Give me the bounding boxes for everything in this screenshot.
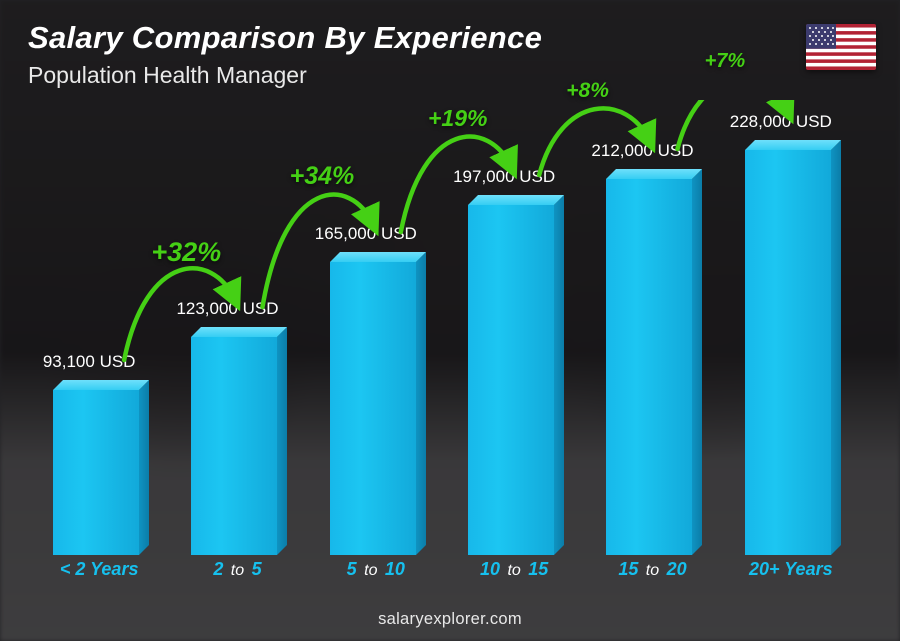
growth-pct-label: +8% [566, 79, 609, 103]
x-axis-label: 5 to 10 [316, 559, 436, 589]
x-axis-label: < 2 Years [39, 559, 159, 589]
x-axis-label: 2 to 5 [177, 559, 297, 589]
page-title: Salary Comparison By Experience [28, 20, 542, 56]
growth-pct-label: +34% [290, 162, 355, 191]
growth-pct-label: +19% [428, 105, 487, 132]
x-axis: < 2 Years 2 to 5 5 to 10 10 to 15 15 to 20 20… [30, 559, 860, 589]
bar-value-label: 197,000 USD [424, 167, 584, 187]
x-axis-label: 10 to 15 [454, 559, 574, 589]
bars-container: 93,100 USD123,000 USD165,000 USD197,000 … [30, 115, 860, 555]
page-subtitle: Population Health Manager [28, 62, 542, 89]
bar-value-label: 212,000 USD [562, 141, 722, 161]
x-axis-label: 20+ Years [731, 559, 851, 589]
title-block: Salary Comparison By Experience Populati… [28, 20, 542, 89]
bar-slot: 165,000 USD [316, 262, 436, 555]
bar-slot: 123,000 USD [177, 337, 297, 555]
bar [191, 337, 283, 555]
bar [745, 150, 837, 555]
bar-slot: 93,100 USD [39, 390, 159, 555]
bar-slot: 228,000 USD [731, 150, 851, 555]
bar-value-label: 228,000 USD [701, 112, 861, 132]
footer-credit: salaryexplorer.com [0, 610, 900, 629]
bar-value-label: 123,000 USD [147, 299, 307, 319]
salary-bar-chart: 93,100 USD123,000 USD165,000 USD197,000 … [30, 100, 860, 589]
bar [53, 390, 145, 555]
bar-value-label: 165,000 USD [286, 224, 446, 244]
growth-pct-label: +32% [151, 237, 221, 268]
growth-pct-label: +7% [705, 50, 746, 73]
bar-value-label: 93,100 USD [9, 352, 169, 372]
infographic-stage: Salary Comparison By Experience Populati… [0, 0, 900, 641]
bar-slot: 212,000 USD [592, 179, 712, 555]
country-flag-icon [806, 24, 876, 70]
bar-slot: 197,000 USD [454, 205, 574, 555]
bar [468, 205, 560, 555]
bar [330, 262, 422, 555]
bar [606, 179, 698, 555]
x-axis-label: 15 to 20 [592, 559, 712, 589]
